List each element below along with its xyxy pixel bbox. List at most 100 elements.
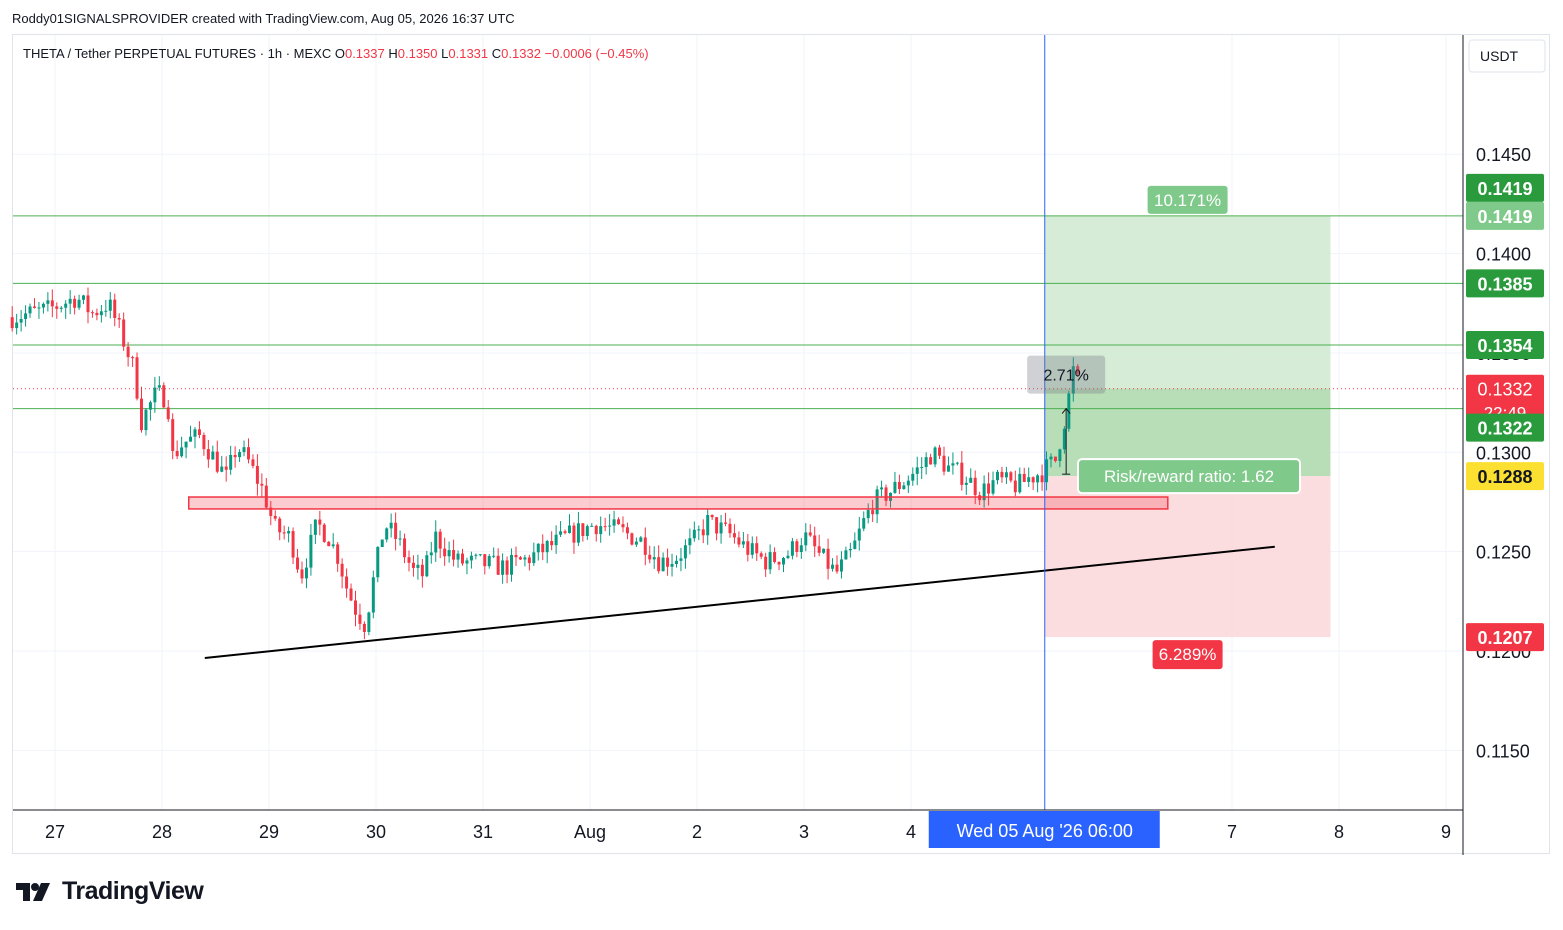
candle-body — [576, 523, 580, 543]
candle-body — [643, 537, 647, 555]
candle-body — [251, 459, 255, 466]
candle-body — [211, 451, 215, 460]
price-tag-label: 0.1385 — [1477, 274, 1532, 294]
candle-body — [1009, 472, 1013, 481]
candle-body — [786, 555, 790, 559]
candle-body — [603, 526, 607, 528]
price-tag-label: 0.1419 — [1477, 179, 1532, 199]
candle-body — [376, 547, 380, 578]
candle-body — [1004, 472, 1008, 478]
candle-body — [790, 541, 794, 556]
target-pct-box — [1147, 185, 1228, 214]
candle-body — [322, 524, 326, 542]
candle-body — [523, 557, 527, 560]
candle-body — [670, 563, 674, 567]
candle-body — [144, 409, 148, 431]
stop-pct-box — [1152, 640, 1223, 670]
stop-pct-label: 6.289% — [1159, 645, 1217, 664]
candle-body — [884, 487, 888, 501]
candle-body — [799, 545, 803, 552]
candle-body — [674, 560, 678, 564]
candle-body — [924, 457, 928, 468]
candle-body — [880, 487, 884, 490]
candle-body — [492, 555, 496, 557]
candle-body — [162, 385, 166, 408]
change-value: −0.0006 (−0.45%) — [544, 46, 649, 61]
candle-body — [964, 482, 968, 485]
candle-body — [1049, 456, 1053, 460]
candle-body — [345, 576, 349, 589]
price-tick-label: 0.1400 — [1476, 245, 1531, 265]
candle-body — [732, 533, 736, 538]
candle-body — [318, 519, 322, 525]
candle-body — [260, 483, 264, 486]
candle-body — [282, 532, 286, 534]
candle-body — [657, 557, 661, 572]
time-tick-label: 31 — [473, 822, 493, 842]
position-zones-layer — [1044, 215, 1331, 638]
candle-body — [875, 489, 879, 515]
candle-body — [1018, 473, 1022, 493]
support-zone-rect — [188, 496, 1169, 510]
candle-body — [398, 538, 402, 540]
candle-body — [501, 560, 505, 575]
candle-body — [759, 553, 763, 557]
candle-body — [362, 623, 366, 632]
candle-body — [77, 299, 81, 308]
candle-body — [41, 303, 45, 308]
candle-body — [452, 550, 456, 560]
candle-body — [866, 510, 870, 519]
candle-body — [460, 553, 464, 564]
candle-body — [465, 560, 469, 564]
grid-layer — [13, 35, 1463, 810]
candle-body — [117, 317, 121, 320]
close-value: 0.1332 — [501, 46, 541, 61]
time-tick-label: 3 — [799, 822, 809, 842]
candle-body — [581, 523, 585, 537]
candle-body — [871, 510, 875, 515]
candle-body — [737, 537, 741, 545]
candle-body — [425, 555, 429, 577]
candle-body — [1076, 366, 1080, 374]
candle-body — [19, 319, 23, 323]
candle-body — [220, 466, 224, 472]
currency-label: USDT — [1480, 48, 1519, 64]
candle-body — [831, 564, 835, 569]
current-price-label: 0.1332 — [1477, 380, 1532, 400]
open-label: O — [334, 46, 345, 61]
candle-body — [590, 525, 594, 527]
candle-body — [1000, 471, 1004, 478]
candle-body — [443, 548, 447, 557]
candle-body — [929, 457, 933, 465]
candle-body — [73, 298, 77, 308]
candle-body — [131, 357, 135, 359]
candle-body — [648, 554, 652, 560]
candle-body — [893, 481, 897, 493]
candle-body — [238, 452, 242, 458]
candle-body — [456, 553, 460, 560]
risk-reward-label: Risk/reward ratio: 1.62 — [1104, 467, 1274, 486]
candle-body — [906, 480, 910, 486]
candle-body — [24, 313, 28, 320]
candle-body — [90, 312, 94, 314]
candle-body — [518, 557, 522, 560]
candle-body — [32, 306, 36, 308]
candle-body — [269, 507, 273, 516]
tradingview-logo[interactable]: TradingView — [16, 877, 204, 906]
candle-body — [853, 540, 857, 549]
candle-body — [545, 541, 549, 553]
candle-body — [839, 559, 843, 572]
candle-body — [331, 544, 335, 547]
candle-body — [349, 588, 353, 601]
candle-body — [1031, 477, 1035, 483]
high-label: H — [388, 46, 398, 61]
currency-button-box — [1468, 39, 1546, 73]
candle-body — [202, 434, 206, 450]
candle-body — [95, 312, 99, 316]
candle-body — [572, 525, 576, 543]
candle-body — [808, 532, 812, 536]
candle-body — [781, 558, 785, 565]
candle-body — [287, 531, 291, 534]
high-value: 0.1350 — [397, 46, 438, 61]
